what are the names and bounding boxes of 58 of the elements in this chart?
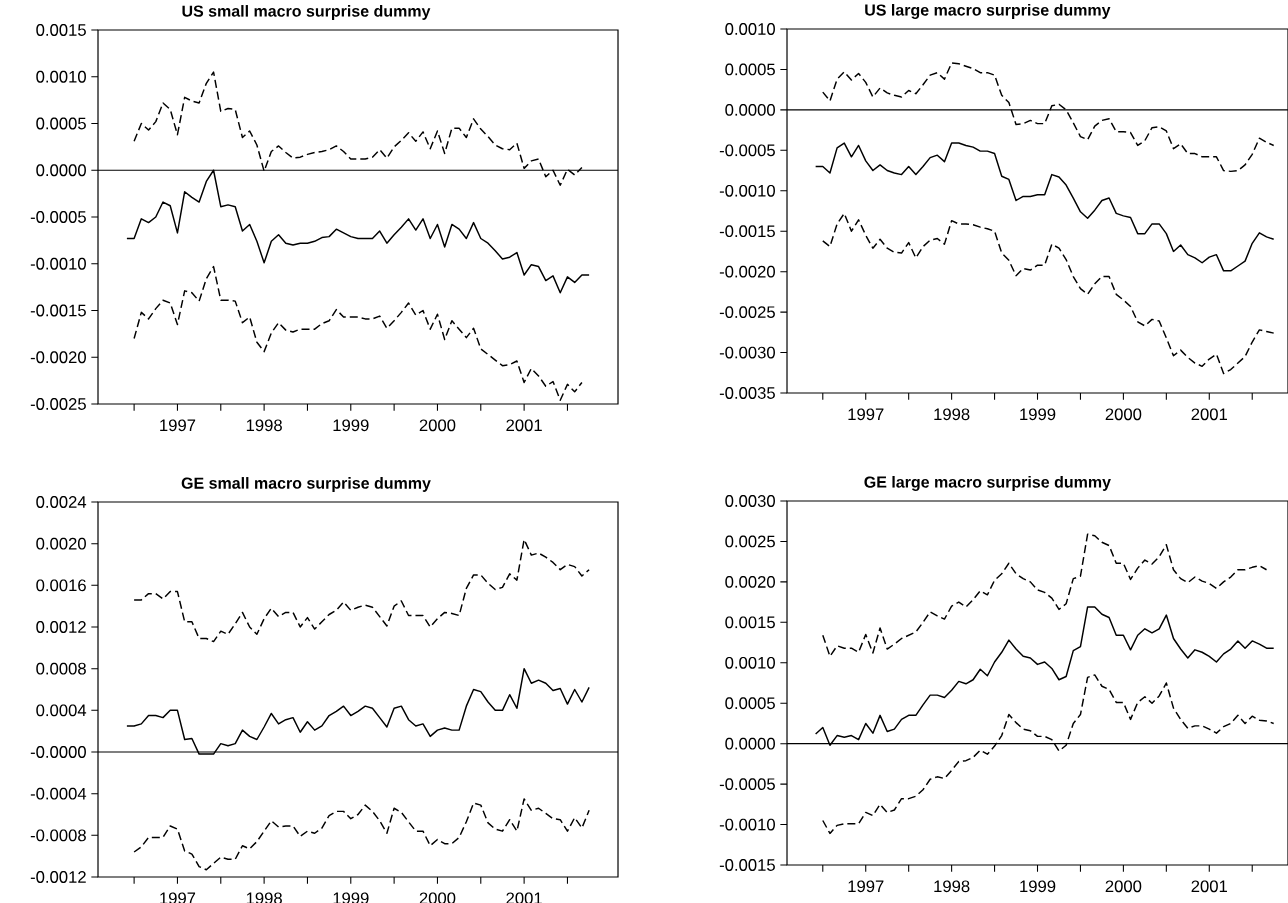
x-tick-label: 1999 [1020, 408, 1056, 421]
y-tick-label: 0.0020 [36, 537, 86, 550]
y-tick-label: -0.0025 [719, 306, 775, 319]
x-tick-label: 1997 [160, 419, 196, 432]
y-tick-label: -0.0004 [30, 787, 87, 800]
x-tick-label: 1999 [1020, 880, 1056, 893]
x-tick-label: 1998 [934, 880, 970, 893]
y-tick-label: 0.0005 [725, 697, 775, 710]
y-tick-label: -0.0010 [719, 184, 775, 197]
y-tick-label: 0.0024 [36, 496, 87, 508]
y-tick-label: -0.0005 [30, 211, 86, 223]
y-tick-label: 0.0020 [725, 576, 775, 588]
y-tick-label: -0.0020 [30, 351, 86, 364]
y-tick-label: 0.0010 [36, 70, 86, 83]
y-tick-label: -0.0012 [30, 871, 86, 883]
x-tick-label: 2000 [1105, 408, 1142, 421]
y-tick-label: -0.0020 [719, 265, 775, 278]
x-tick-label: 1998 [934, 408, 970, 421]
y-tick-label: 0.0005 [725, 63, 775, 76]
chart-title: US small macro surprise dummy [182, 5, 431, 20]
y-tick-label: -0.0005 [719, 778, 775, 791]
y-tick-label: -0.0010 [719, 818, 775, 831]
x-tick-label: 1998 [246, 419, 282, 432]
y-tick-label: -0.0005 [719, 144, 775, 157]
y-tick-label: -0.0030 [719, 346, 775, 359]
y-tick-label: 0.0025 [725, 535, 775, 548]
x-tick-label: 2000 [1105, 880, 1142, 893]
y-tick-label: -0.0015 [30, 304, 86, 317]
y-tick-label: 0.0000 [36, 164, 86, 177]
y-tick-label: -0.0025 [30, 398, 86, 410]
y-tick-label: 0.0010 [725, 23, 775, 35]
x-tick-label: 2000 [419, 419, 456, 432]
y-tick-label: -0.0008 [30, 829, 86, 842]
y-tick-label: 0.0008 [36, 662, 86, 675]
y-tick-label: 0.0012 [36, 621, 86, 633]
y-tick-label: 0.0010 [725, 656, 775, 669]
y-tick-label: -0.0000 [30, 746, 86, 758]
y-tick-label: -0.0010 [30, 257, 86, 270]
x-tick-label: 2001 [1191, 880, 1227, 893]
y-tick-label: 0.0015 [725, 616, 775, 629]
chart-title: US large macro surprise dummy [865, 3, 1111, 19]
y-tick-label: 0.0030 [725, 495, 775, 507]
y-tick-label: -0.0035 [719, 387, 775, 399]
y-tick-label: -0.0015 [719, 225, 775, 238]
y-tick-label: 0.0000 [725, 103, 775, 116]
x-tick-label: 1997 [848, 408, 884, 421]
x-tick-label: 1999 [333, 419, 369, 432]
y-tick-label: -0.0015 [719, 859, 775, 871]
chart-title: GE small macro surprise dummy [181, 477, 431, 492]
x-tick-label: 1997 [848, 880, 884, 893]
y-tick-label: 0.0000 [725, 737, 775, 750]
x-tick-label: 2001 [506, 419, 542, 432]
y-tick-label: 0.0005 [36, 117, 86, 130]
x-tick-label: 2001 [1191, 408, 1227, 421]
y-tick-label: 0.0004 [36, 704, 87, 717]
y-tick-label: 0.0015 [36, 24, 86, 36]
y-tick-label: 0.0016 [36, 579, 86, 592]
chart-title: GE large macro surprise dummy [864, 475, 1111, 491]
